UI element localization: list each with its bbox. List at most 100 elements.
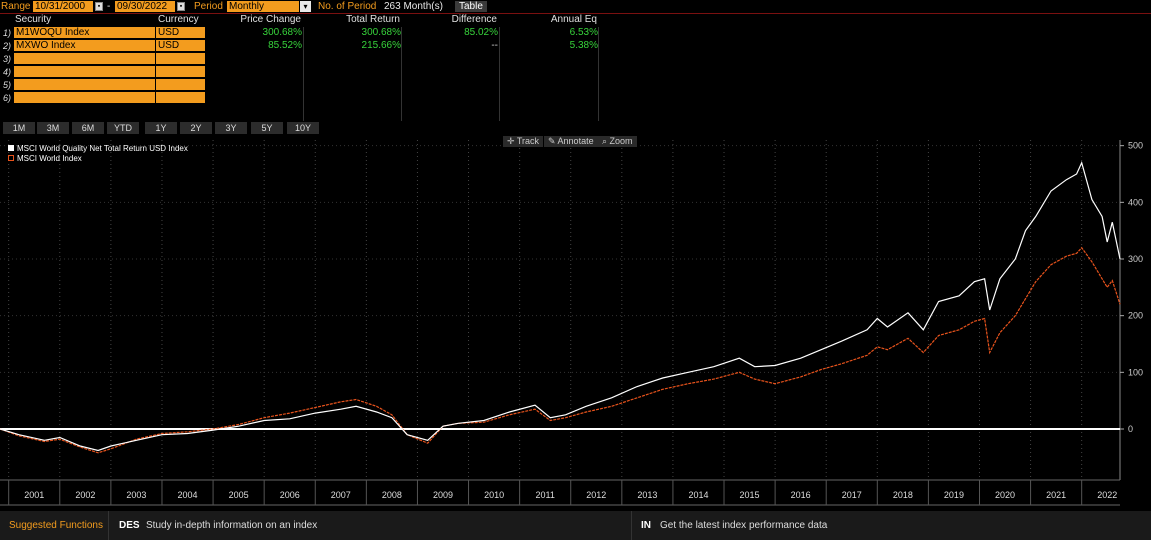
header-annual-eq: Annual Eq [550,14,597,25]
period-button-3m[interactable]: 3M [37,122,69,134]
currency-cell[interactable] [156,79,205,91]
security-cell[interactable] [14,79,155,91]
period-button-6m[interactable]: 6M [72,122,104,134]
pencil-icon: ✎ [548,136,558,146]
num-periods-value: 263 Month(s) [384,1,443,12]
currency-cell[interactable] [156,66,205,78]
securities-table: Security Currency Price Change Total Ret… [0,14,1151,122]
suggested-functions-label: Suggested Functions [9,520,103,531]
x-tick-label: 2015 [740,490,760,500]
x-tick-label: 2011 [536,490,555,500]
currency-cell[interactable]: USD [156,27,205,39]
x-tick-label: 2007 [331,490,351,500]
divider [108,511,109,540]
track-tool[interactable]: ✛ Track [503,136,544,147]
magnifier-icon: ⌕ [602,136,610,146]
x-tick-label: 2018 [893,490,913,500]
in-function-code[interactable]: IN [641,520,651,531]
x-tick-label: 2020 [995,490,1015,500]
start-date-field[interactable]: 10/31/2000 [33,1,93,12]
legend-swatch [8,155,14,161]
range-bar: Range 10/31/2000 ▪ - 09/30/2022 ▪ Period… [0,0,1151,13]
security-cell[interactable] [14,53,155,65]
period-button-1y[interactable]: 1Y [145,122,177,134]
end-date-field[interactable]: 09/30/2022 [115,1,175,12]
table-button[interactable]: Table [455,1,487,12]
zoom-label: Zoom [609,136,633,146]
x-tick-label: 2001 [24,490,44,500]
header-total-return: Total Return [346,14,400,25]
currency-cell[interactable] [156,92,205,104]
x-tick-label: 2004 [178,490,198,500]
crosshair-icon: ✛ [507,136,517,146]
annotate-label: Annotate [557,136,594,146]
header-security: Security [15,14,52,25]
period-button-1m[interactable]: 1M [3,122,35,134]
zoom-tool[interactable]: ⌕ Zoom [598,136,637,147]
row-number: 2) [3,41,12,51]
security-cell[interactable] [14,92,155,104]
header-price-change: Price Change [240,14,301,25]
y-tick-label: 0 [1128,424,1133,434]
price-change-value: 300.68% [262,27,302,38]
track-label: Track [516,136,540,146]
period-dropdown[interactable]: Monthly [227,1,299,12]
period-button-5y[interactable]: 5Y [251,122,283,134]
y-tick-label: 200 [1128,311,1143,321]
x-tick-label: 2012 [586,490,606,500]
header-currency: Currency [158,14,199,25]
annotate-tool[interactable]: ✎ Annotate [544,136,598,147]
annual-eq-value: 6.53% [569,27,598,38]
period-button-3y[interactable]: 3Y [215,122,247,134]
y-tick-label: 500 [1128,141,1143,151]
column-divider [401,27,402,121]
row-number: 1) [3,28,12,38]
chevron-down-icon[interactable]: ▾ [300,1,311,12]
row-number: 4) [3,67,12,77]
total-return-value: 215.66% [361,40,401,51]
currency-cell[interactable] [156,53,205,65]
security-cell[interactable]: M1WOQU Index [14,27,155,39]
row-number: 6) [3,93,12,103]
calendar-icon[interactable]: ▪ [177,2,185,11]
period-label: Period [194,1,223,12]
y-tick-label: 300 [1128,254,1143,264]
x-tick-label: 2006 [280,490,300,500]
total-return-value: 300.68% [361,27,401,38]
in-function-desc[interactable]: Get the latest index performance data [660,520,828,531]
des-function-desc[interactable]: Study in-depth information on an index [146,520,318,531]
divider [631,511,632,540]
column-divider [303,27,304,121]
x-tick-label: 2014 [688,490,708,500]
calendar-icon[interactable]: ▪ [95,2,103,11]
series-line-quality [0,160,1121,452]
range-label: Range [1,1,31,12]
row-number: 5) [3,80,12,90]
header-difference: Difference [451,14,497,25]
period-button-2y[interactable]: 2Y [180,122,212,134]
x-tick-label: 2021 [1046,490,1066,500]
security-cell[interactable] [14,66,155,78]
period-button-ytd[interactable]: YTD [107,122,139,134]
x-tick-label: 2017 [842,490,862,500]
num-periods-label: No. of Period [318,1,377,12]
legend-swatch [8,145,14,151]
period-button-10y[interactable]: 10Y [287,122,319,134]
legend-label: MSCI World Quality Net Total Return USD … [17,144,188,153]
currency-cell[interactable]: USD [156,40,205,52]
x-tick-label: 2010 [484,490,504,500]
x-tick-label: 2003 [126,490,146,500]
x-tick-label: 2019 [944,490,964,500]
table-body: 1) M1WOQU Index USD 300.68% 300.68% 85.0… [0,27,600,123]
des-function-code[interactable]: DES [119,520,140,531]
price-change-value: 85.52% [268,40,302,51]
chart-legend: MSCI World Quality Net Total Return USD … [8,144,188,164]
security-cell[interactable]: MXWO Index [14,40,155,52]
performance-chart[interactable]: 0 100 200 300 400 500 2001 2002 2003 2004 2005 2006… [0,135,1151,511]
x-tick-label: 2008 [382,490,402,500]
x-tick-label: 2002 [75,490,95,500]
column-divider [598,27,599,121]
column-divider [499,27,500,121]
x-tick-label: 2022 [1097,490,1117,500]
legend-label: MSCI World Index [17,154,82,163]
